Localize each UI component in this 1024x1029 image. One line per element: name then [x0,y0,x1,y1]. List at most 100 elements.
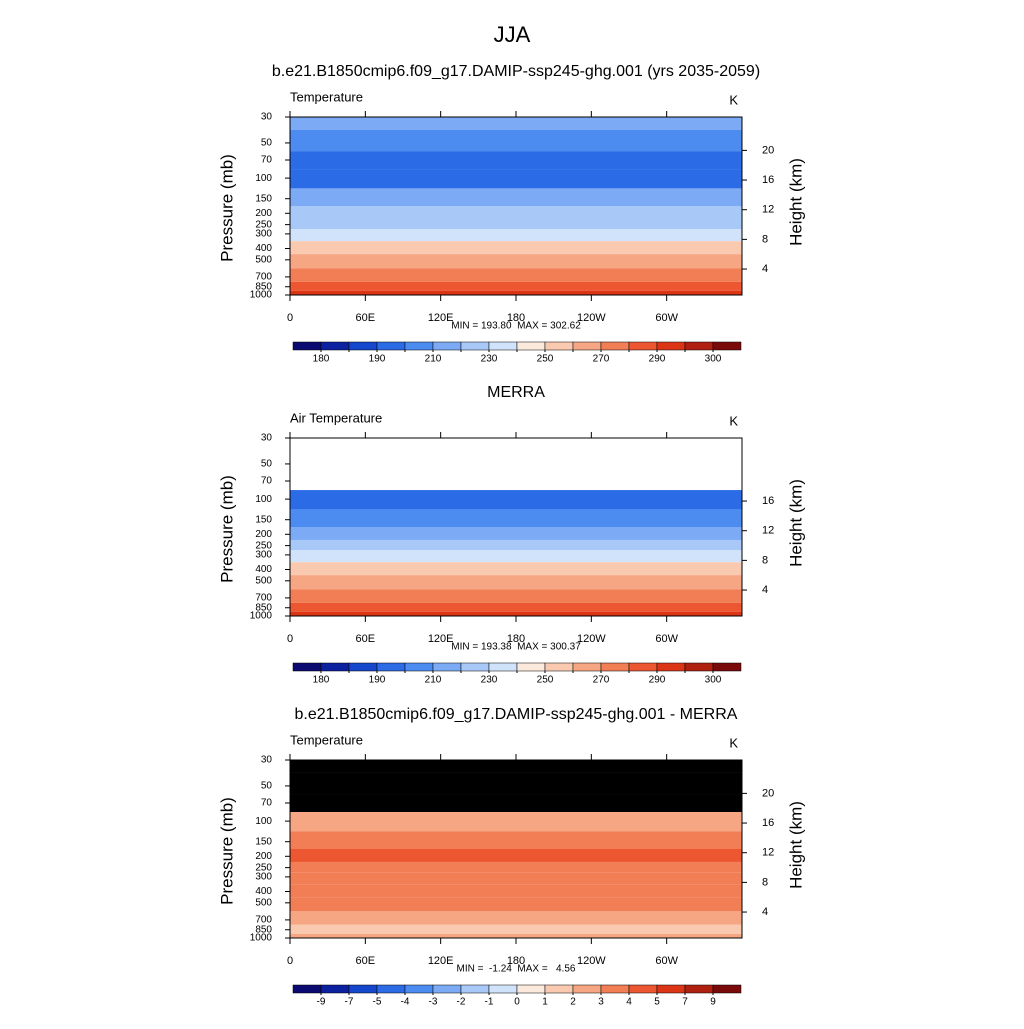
x-tick-label: 60E [356,312,376,324]
field-band [290,794,742,813]
field-band [290,169,742,189]
field-band [290,450,742,473]
colorbar-label: 300 [705,354,722,365]
x-tick-label: 60E [356,633,376,645]
colorbar-label: -2 [457,997,466,1008]
x-tick-label: 0 [287,955,293,967]
colorbar-box [348,662,378,672]
y2-tick-label: 12 [762,204,774,216]
y2-tick-label: 8 [762,554,768,566]
colorbar-label: 270 [593,354,610,365]
field-band [290,884,742,898]
colorbar-box [544,341,574,351]
x-tick-label: 60W [655,955,678,967]
y-tick-label: 100 [255,494,272,505]
colorbar-label: 4 [626,997,632,1008]
colorbar-label: -3 [429,997,438,1008]
field-band [290,812,742,832]
colorbar-box [488,984,518,994]
colorbar-box [656,984,686,994]
y-tick-label: 150 [255,193,272,204]
panel-title: b.e21.B1850cmip6.f09_g17.DAMIP-ssp245-gh… [295,706,738,723]
field-band [290,772,742,795]
colorbar-box [684,341,714,351]
colorbar-label: 230 [481,354,498,365]
colorbar-box [712,662,742,672]
y2-tick-label: 16 [762,495,774,507]
field-band [290,924,742,934]
colorbar-box [656,662,686,672]
colorbar-box [320,984,350,994]
colorbar-box [460,662,490,672]
y-tick-label: 300 [255,550,272,561]
y2-tick-label: 16 [762,817,774,829]
colorbar-box [404,662,434,672]
colorbar-label: 190 [369,675,386,686]
colorbar-label: 1 [542,997,548,1008]
colorbar-box [376,341,406,351]
y-tick-label: 400 [255,886,272,897]
units-label: K [729,413,738,428]
field-band [290,129,742,152]
field-band [290,509,742,527]
field-band [290,268,742,282]
colorbar-box [628,341,658,351]
y-tick-label: 250 [255,219,272,230]
colorbar-label: 3 [598,997,604,1008]
colorbar-label: 250 [537,675,554,686]
colorbar-box [292,984,322,994]
panel-title: MERRA [487,384,545,401]
y-tick-label: 200 [255,529,272,540]
y2-tick-label: 12 [762,525,774,537]
field-band [290,229,742,242]
colorbar-box [684,662,714,672]
figure-title: JJA [494,22,531,47]
colorbar-label: 290 [649,675,666,686]
colorbar-box [376,984,406,994]
colorbar-box [292,341,322,351]
y-tick-label: 250 [255,540,272,551]
x-tick-label: 180 [507,955,525,967]
colorbar-label: 190 [369,354,386,365]
x-tick-label: 60W [655,633,678,645]
field-band [290,911,742,925]
field-band [290,589,742,603]
colorbar-box [488,341,518,351]
colorbar-box [572,662,602,672]
colorbar-label: -4 [401,997,410,1008]
y-tick-label: 700 [255,272,272,283]
x-tick-label: 0 [287,312,293,324]
y-tick-label: 70 [261,155,273,166]
y-tick-label: 200 [255,851,272,862]
colorbar-label: 5 [654,997,660,1008]
y-tick-label: 150 [255,836,272,847]
y-tick-label: 300 [255,229,272,240]
y-tick-label: 50 [261,781,273,792]
colorbar-box [628,662,658,672]
field-band [290,151,742,170]
colorbar-box [600,341,630,351]
y-tick-label: 150 [255,514,272,525]
y2-tick-label: 16 [762,174,774,186]
x-tick-label: 180 [507,312,525,324]
x-tick-label: 120E [428,633,454,645]
y-axis-label: Pressure (mb) [217,154,236,262]
panel-subtitle: Temperature [290,89,363,104]
y-axis-label: Pressure (mb) [217,797,236,905]
y2-tick-label: 8 [762,233,768,245]
panel-title: b.e21.B1850cmip6.f09_g17.DAMIP-ssp245-gh… [272,63,760,80]
field-band [290,872,742,885]
field-band [290,281,742,291]
colorbar-label: 180 [313,354,330,365]
y2-tick-label: 4 [762,906,768,918]
x-tick-label: 120E [428,312,454,324]
y-tick-label: 850 [255,924,272,935]
colorbar-box [460,984,490,994]
field-band [290,562,742,576]
y-tick-label: 50 [261,459,273,470]
field-band [290,117,742,130]
colorbar-box [516,984,546,994]
y-tick-label: 500 [255,897,272,908]
y2-tick-label: 4 [762,584,768,596]
